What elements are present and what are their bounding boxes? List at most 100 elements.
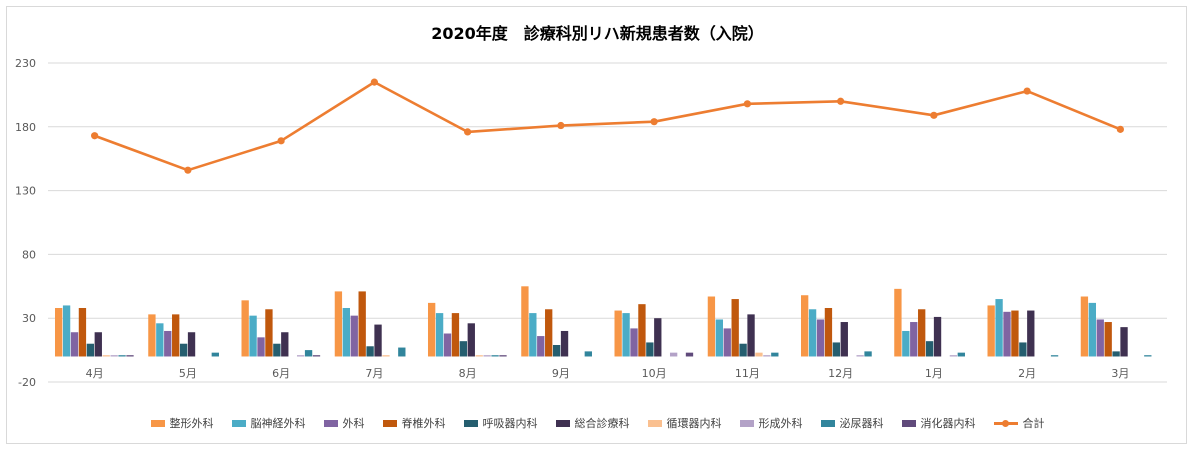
legend-label: 呼吸器内科 <box>482 417 538 430</box>
bar <box>257 337 265 357</box>
legend-item: 呼吸器内科 <box>463 415 538 431</box>
bar <box>427 302 436 357</box>
bar <box>864 351 872 357</box>
x-tick-label: 6月 <box>272 367 290 380</box>
x-tick-label: 7月 <box>365 367 383 380</box>
bar <box>249 315 257 357</box>
bar <box>459 341 468 357</box>
bar <box>491 355 499 357</box>
bar <box>918 309 926 357</box>
bar <box>1019 342 1027 357</box>
bar <box>54 307 63 357</box>
legend-swatch <box>323 419 338 427</box>
line-point <box>184 166 192 174</box>
bar <box>273 343 281 357</box>
bar <box>622 313 630 357</box>
bar <box>296 355 305 357</box>
y-tick-label: 130 <box>15 185 36 198</box>
bar <box>723 328 731 357</box>
line-point <box>370 78 378 86</box>
bar <box>148 314 156 357</box>
x-tick-label: 2月 <box>1018 367 1036 380</box>
bar <box>832 342 841 357</box>
legend-item: 合計 <box>993 415 1045 431</box>
x-tick-label: 9月 <box>552 367 570 380</box>
bar <box>646 342 654 357</box>
bar <box>334 291 343 357</box>
bar <box>304 350 313 357</box>
bar <box>910 322 918 357</box>
bar <box>808 309 817 357</box>
line-point <box>930 111 938 119</box>
bar <box>342 307 350 357</box>
x-tick-label: 10月 <box>642 367 667 380</box>
bar <box>78 307 87 357</box>
bar <box>110 355 118 357</box>
bar <box>241 300 249 357</box>
y-tick-label: 80 <box>22 248 36 261</box>
bar <box>70 332 79 357</box>
bar <box>840 322 848 357</box>
legend-swatch <box>231 419 246 427</box>
line-point <box>837 97 845 105</box>
line-point <box>1116 125 1124 133</box>
bar <box>654 318 662 357</box>
bar <box>451 313 460 357</box>
bar <box>94 332 102 357</box>
bar <box>925 341 934 357</box>
bar <box>499 355 507 357</box>
bar <box>435 313 444 357</box>
bar <box>1003 311 1011 357</box>
bar <box>366 346 374 357</box>
bar <box>1112 351 1120 357</box>
bar <box>771 352 779 357</box>
bar <box>739 343 747 357</box>
bar <box>614 310 622 357</box>
bar <box>995 299 1003 357</box>
bar <box>707 296 716 357</box>
bar <box>350 315 358 357</box>
line-point <box>464 128 472 136</box>
legend-label: 合計 <box>1022 417 1045 430</box>
legend-swatch <box>463 419 478 427</box>
bar <box>537 336 545 357</box>
legend-swatch <box>901 419 916 427</box>
bar <box>1080 296 1089 357</box>
legend-item: 循環器内科 <box>647 415 722 431</box>
legend-item: 外科 <box>323 415 365 431</box>
bar <box>443 333 452 357</box>
bar <box>118 355 126 357</box>
bar <box>630 328 638 357</box>
bar <box>398 347 406 357</box>
legend-swatch <box>820 419 835 427</box>
x-tick-label: 8月 <box>459 367 477 380</box>
bar <box>467 323 475 357</box>
y-tick-label: 230 <box>15 57 36 70</box>
line-point <box>650 118 658 126</box>
x-tick-label: 11月 <box>735 367 760 380</box>
bar <box>933 316 942 357</box>
line-point <box>743 100 751 108</box>
bar <box>312 355 321 357</box>
bar <box>1120 327 1128 357</box>
bar <box>957 352 965 357</box>
legend-item: 形成外科 <box>739 415 803 431</box>
bar <box>987 305 995 357</box>
bar <box>179 343 188 357</box>
legend-item: 整形外科 <box>150 415 214 431</box>
legend-label: 総合診療科 <box>574 417 630 430</box>
legend-swatch <box>993 419 1018 427</box>
bar <box>1104 322 1112 357</box>
bar <box>800 295 809 357</box>
bar <box>1088 302 1096 357</box>
legend-item: 脳神経外科 <box>231 415 306 431</box>
legend-swatch <box>739 419 754 427</box>
bar <box>685 352 694 357</box>
bar <box>374 324 382 357</box>
bar <box>894 288 902 357</box>
bar <box>358 291 366 357</box>
y-tick-label: -20 <box>18 376 36 389</box>
legend-label: 循環器内科 <box>666 417 722 430</box>
bar <box>521 286 529 357</box>
